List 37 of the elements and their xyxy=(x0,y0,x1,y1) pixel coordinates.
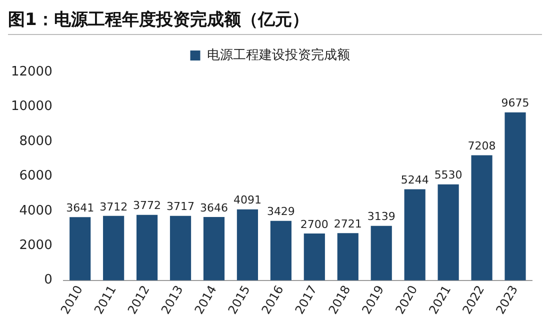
bar xyxy=(170,216,192,280)
data-label: 3712 xyxy=(100,200,128,214)
bar xyxy=(236,209,258,280)
data-label: 2700 xyxy=(300,218,328,231)
bar xyxy=(504,112,526,280)
data-label: 3429 xyxy=(266,205,295,218)
bar xyxy=(337,233,358,280)
bar xyxy=(103,216,124,280)
data-label: 3646 xyxy=(200,201,228,214)
bar xyxy=(471,155,492,280)
y-tick-label: 2000 xyxy=(19,238,52,253)
bar xyxy=(370,226,392,280)
data-label: 3139 xyxy=(367,210,396,224)
y-tick-label: 6000 xyxy=(19,168,52,184)
bar xyxy=(270,220,292,280)
data-label: 7208 xyxy=(468,140,496,153)
data-label: 5244 xyxy=(400,174,429,187)
y-tick-label: 8000 xyxy=(19,134,52,149)
y-tick-label: 0 xyxy=(44,272,52,288)
data-label: 3641 xyxy=(66,201,94,214)
bar xyxy=(136,214,158,280)
chart-title: 图1：电源工程年度投资完成额（亿元） xyxy=(8,8,542,35)
bar xyxy=(304,233,325,280)
legend-label: 电源工程建设投资完成额 xyxy=(206,46,350,63)
data-label: 3717 xyxy=(166,200,195,214)
data-label: 5530 xyxy=(434,168,462,182)
bar xyxy=(438,184,459,280)
y-tick-label: 4000 xyxy=(19,203,52,218)
data-label: 4091 xyxy=(233,194,262,207)
data-label: 2721 xyxy=(334,217,362,230)
y-tick-label: 12000 xyxy=(10,64,52,80)
bar xyxy=(70,217,91,280)
bar xyxy=(203,217,225,280)
y-tick-label: 10000 xyxy=(10,99,52,114)
bar xyxy=(404,189,426,280)
data-label: 9675 xyxy=(501,96,530,110)
data-label: 3772 xyxy=(133,199,162,212)
